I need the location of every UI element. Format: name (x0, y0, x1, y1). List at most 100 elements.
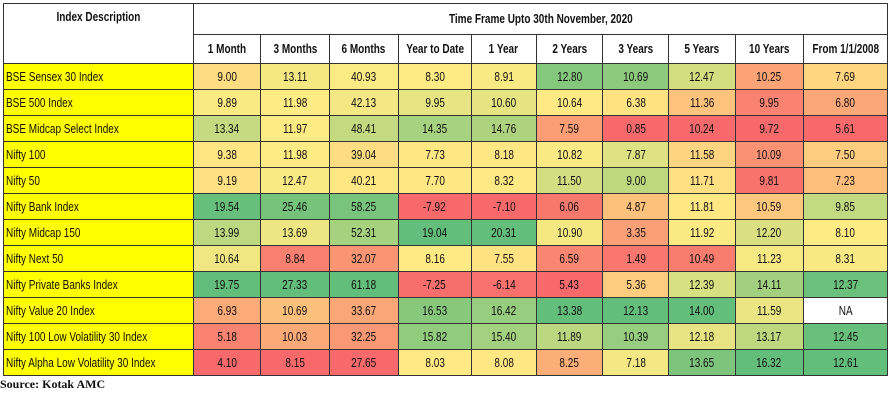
index-name-text: Nifty 100 Low Volatility 30 Index (6, 329, 148, 344)
return-cell: 11.36 (668, 89, 736, 116)
return-cell: 11.59 (734, 297, 804, 324)
data-row: Nifty Value 20 Index 6.93 10.69 33.67 16.53 1… (3, 297, 888, 324)
table-wrap: Index Description Time Frame Upto 30th No… (3, 2, 888, 376)
return-cell-text: 11.71 (689, 173, 715, 188)
return-cell-text: -7.92 (423, 199, 447, 214)
return-cell-text: 14.35 (422, 121, 448, 136)
return-cell-text: 10.64 (214, 251, 240, 266)
return-cell: 12.45 (802, 323, 888, 350)
column-header: 3 Years (602, 34, 670, 64)
return-cell-text: 5.61 (835, 121, 856, 136)
return-cell-text: 16.42 (491, 303, 517, 318)
return-cell-text: 9.38 (217, 147, 237, 162)
return-cell: 20.31 (470, 219, 537, 246)
return-cell: 11.97 (260, 115, 330, 142)
header-row: 1 Month 3 Months 6 Months Year to Date 1 Yea… (4, 34, 888, 64)
return-cell-text: 9.00 (217, 69, 237, 84)
return-cell-text: 10.82 (556, 147, 582, 162)
return-cell: 61.18 (328, 271, 399, 298)
return-cell-text: 10.60 (491, 95, 517, 110)
column-header-text: 3 Years (618, 42, 654, 57)
return-cell: 9.19 (192, 167, 262, 194)
return-cell-text: 58.25 (351, 199, 377, 214)
return-cell: 11.98 (260, 141, 330, 168)
column-header: 10 Years (734, 34, 804, 64)
return-cell: 8.25 (535, 349, 604, 376)
return-cell: 12.37 (802, 271, 888, 298)
data-row: Nifty Midcap 150 13.99 13.69 52.31 19.04 20.3… (3, 219, 888, 246)
data-row: Nifty Private Banks Index 19.75 27.33 61.18… (3, 271, 888, 298)
return-cell: -7.92 (397, 193, 472, 220)
return-cell: 8.16 (397, 245, 472, 272)
return-cell: 8.31 (802, 245, 888, 272)
return-cell: 10.90 (535, 219, 604, 246)
return-cell: 11.98 (260, 89, 330, 116)
return-cell: 4.10 (192, 349, 262, 376)
return-cell-text: 10.69 (282, 303, 308, 318)
return-cell-text: 9.72 (759, 121, 779, 136)
return-cell-text: 10.64 (556, 95, 582, 110)
return-cell: 11.58 (668, 141, 736, 168)
return-cell-text: 19.75 (214, 277, 240, 292)
return-cell: 7.23 (802, 167, 888, 194)
return-cell: 10.59 (734, 193, 804, 220)
return-cell-text: 32.25 (351, 329, 377, 344)
return-cell-text: 4.10 (217, 355, 237, 370)
return-cell-text: 7.55 (494, 251, 514, 266)
return-cell-text: 15.82 (422, 329, 448, 344)
return-cell-text: 16.53 (422, 303, 448, 318)
return-cell-text: 27.65 (351, 355, 377, 370)
return-cell-text: 6.59 (559, 251, 580, 266)
data-row: Nifty Bank Index 19.54 25.46 58.25 -7.92 -7.1… (3, 193, 888, 220)
return-cell: 11.81 (668, 193, 736, 220)
return-cell: 32.25 (328, 323, 399, 350)
return-cell: 1.49 (602, 245, 670, 272)
return-cell-text: 6.93 (217, 303, 237, 318)
return-cell: 8.30 (397, 63, 472, 90)
return-cell: 19.54 (192, 193, 262, 220)
index-name-text: BSE Midcap Select Index (6, 121, 119, 136)
return-cell: 12.13 (602, 297, 670, 324)
return-cell-text: 19.04 (422, 225, 448, 240)
return-cell-text: 10.03 (282, 329, 308, 344)
return-cell-text: 39.04 (351, 147, 377, 162)
return-cell-text: 8.31 (835, 251, 856, 266)
index-name: BSE Midcap Select Index (3, 115, 194, 142)
return-cell: 5.61 (802, 115, 888, 142)
return-cell-text: 8.16 (424, 251, 445, 266)
return-cell: 9.72 (734, 115, 804, 142)
return-cell: 12.20 (734, 219, 804, 246)
return-cell: 10.24 (668, 115, 736, 142)
return-cell: 3.35 (602, 219, 670, 246)
index-name-text: Nifty Private Banks Index (6, 277, 118, 292)
return-cell: 10.82 (535, 141, 604, 168)
return-cell: 7.87 (602, 141, 670, 168)
return-cell-text: 6.80 (835, 95, 856, 110)
return-cell: 12.47 (260, 167, 330, 194)
data-row: Nifty 100 9.38 11.98 39.04 7.73 8.18 10.82 7.87… (3, 141, 888, 168)
return-cell: 7.59 (535, 115, 604, 142)
return-cell-text: 12.18 (689, 329, 715, 344)
return-cell-text: 8.03 (424, 355, 445, 370)
return-cell: 11.89 (535, 323, 604, 350)
return-cell: 11.50 (535, 167, 604, 194)
data-row: Nifty 100 Low Volatility 30 Index 5.18 10.… (3, 323, 888, 350)
return-cell: 10.25 (734, 63, 804, 90)
row-header-text: Index Description (56, 10, 141, 24)
column-header: 5 Years (668, 34, 736, 64)
return-cell-text: 12.61 (832, 355, 858, 370)
return-cell-text: 8.32 (494, 173, 514, 188)
return-cell: 14.76 (470, 115, 537, 142)
return-cell: 32.07 (328, 245, 399, 272)
return-cell-text: 10.09 (756, 147, 782, 162)
column-header-text: 2 Years (551, 42, 587, 57)
return-cell-text: 7.23 (835, 173, 856, 188)
return-cell: 13.69 (260, 219, 330, 246)
return-cell: 8.03 (397, 349, 472, 376)
return-cell-text: 32.07 (351, 251, 377, 266)
return-cell-text: 13.17 (756, 329, 782, 344)
return-cell: 13.99 (192, 219, 262, 246)
return-cell: 19.04 (397, 219, 472, 246)
return-cell-text: 27.33 (282, 277, 308, 292)
